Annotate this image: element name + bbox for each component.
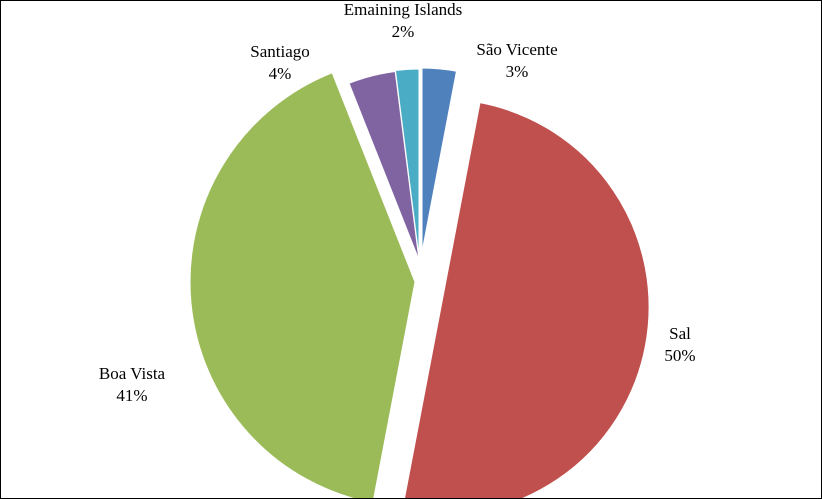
pie-slice-s-o-vicente: [421, 67, 458, 253]
slice-label-name-sal: Sal: [669, 324, 691, 343]
slice-label-percent-boa-vista: 41%: [116, 386, 147, 405]
slice-label-name-boa-vista: Boa Vista: [99, 364, 166, 383]
slice-label-name-s-o-vicente: São Vicente: [476, 40, 557, 59]
pie-slice-emaining-islands: [394, 68, 420, 258]
slice-label-percent-santiago: 4%: [269, 64, 292, 83]
slice-label-name-emaining-islands: Emaining Islands: [344, 1, 463, 19]
slice-label-percent-emaining-islands: 2%: [392, 22, 415, 41]
slice-label-name-santiago: Santiago: [250, 42, 310, 61]
slice-label-percent-sal: 50%: [664, 346, 695, 365]
pie-slice-boa-vista: [189, 72, 416, 498]
slice-label-percent-s-o-vicente: 3%: [506, 62, 529, 81]
pie-slice-sal: [404, 102, 650, 498]
